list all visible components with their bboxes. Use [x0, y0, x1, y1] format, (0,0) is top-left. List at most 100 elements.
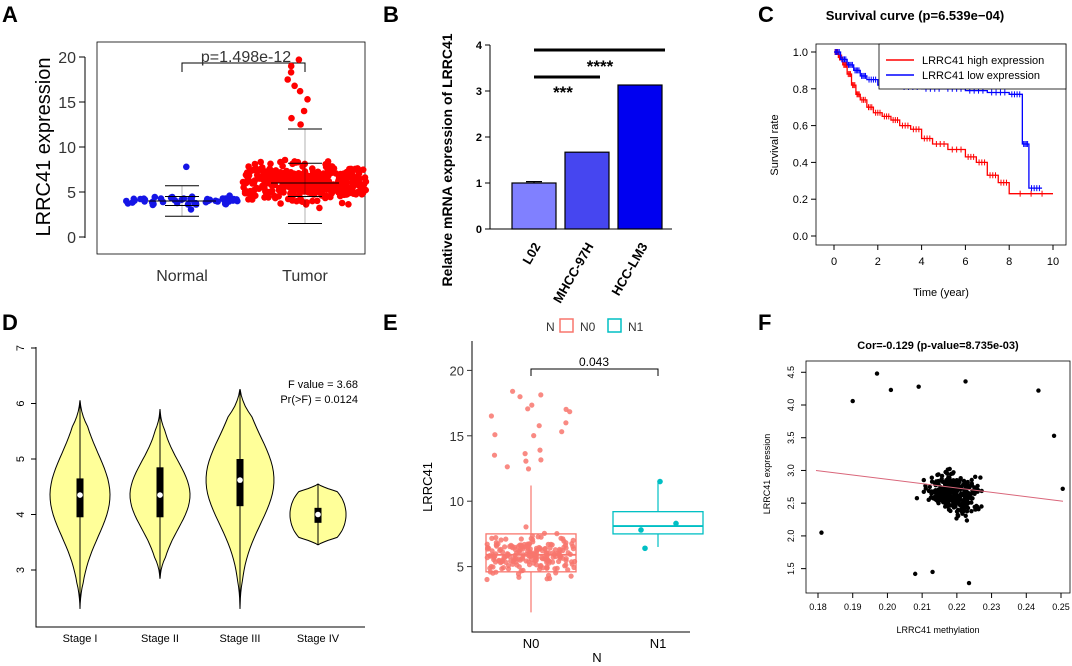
panel-c-legend [878, 43, 1067, 90]
panel-e-point-n0 [527, 549, 533, 555]
panel-a-point [307, 172, 314, 180]
panel-e-point-n0 [544, 565, 550, 571]
panel-a-point [281, 156, 289, 164]
panel-a-point [279, 162, 286, 170]
panel-f-point [939, 478, 944, 484]
panel-e-point-n0 [492, 559, 499, 565]
panel-label-d: D [2, 310, 18, 335]
panel-f-points [819, 371, 1065, 586]
panel-e-ticks: 5 10 15 20 [450, 363, 472, 575]
panel-a-point [343, 168, 351, 176]
panel-a-point [314, 187, 321, 195]
panel-e-point-n0 [503, 536, 509, 542]
panel-f-ylabel: LRRC41 expression [762, 434, 772, 515]
panel-d-ticks: 3 4 5 6 7 [15, 345, 36, 573]
panel-a-beeswarm: 0 5 10 15 20 LRRC41 expression Normal Tu… [33, 41, 370, 285]
panel-a-point [253, 171, 261, 179]
panel-e-point-n0 [505, 566, 512, 572]
panel-e-point-n0 [494, 543, 500, 549]
panel-a-point [277, 169, 284, 176]
panel-f-ytick: 2.0 [786, 530, 796, 543]
panel-f-point [953, 488, 958, 494]
panel-c-ylabel: Survival rate [769, 114, 781, 175]
panel-f-ytick: 4.5 [786, 366, 796, 379]
panel-c-xtick: 6 [962, 256, 968, 268]
panel-e-point-n0 [516, 574, 522, 580]
panel-b-sig-label-long: **** [587, 57, 614, 76]
panel-a-outlier [297, 121, 304, 128]
panel-a-point [184, 201, 192, 208]
panel-e-point-n0 [525, 406, 531, 412]
panel-a-point [345, 201, 352, 208]
panel-a-point [248, 196, 256, 203]
panel-f-ytick: 2.5 [786, 497, 796, 510]
panel-f-point [930, 569, 935, 575]
panel-e-point-n0 [484, 576, 490, 583]
panel-e-ylabel: LRRC41 [420, 462, 435, 512]
panel-e-point-n0 [542, 555, 548, 561]
panel-f-point [973, 474, 978, 479]
panel-f-xtick: 0.20 [879, 602, 897, 612]
panel-c-ytick: 0.8 [793, 84, 808, 96]
panel-e-point-n0 [522, 451, 528, 457]
panel-e-point-n0 [498, 546, 504, 553]
panel-e-point-n0 [571, 564, 577, 571]
panel-d-xtick: Stage II [141, 633, 179, 645]
panel-a-point [359, 183, 366, 190]
panel-a-point [321, 172, 329, 179]
panel-e-ytick: 5 [457, 560, 464, 575]
panel-a-point [362, 178, 370, 185]
panel-f-point [946, 507, 952, 512]
panel-d-fvalue: F value = 3.68 [288, 379, 358, 391]
panel-a-point [322, 192, 330, 199]
panel-e-point-n0 [502, 544, 508, 550]
panel-f-frame [805, 360, 1071, 594]
panel-b-bar-group [511, 84, 663, 230]
panel-a-point [219, 195, 227, 202]
panel-a-point [288, 181, 296, 188]
panel-a-point [325, 178, 333, 186]
panel-f-point [888, 387, 894, 393]
panel-e-point-n0 [538, 534, 544, 540]
panel-a-point [322, 161, 329, 168]
panel-e-point-n0 [545, 541, 551, 548]
panel-e-point-n0 [556, 558, 562, 565]
panel-f-point [935, 472, 940, 478]
panel-e-point-n0 [550, 554, 556, 560]
panel-f-point [1036, 388, 1041, 393]
panel-a-point [255, 185, 263, 192]
panel-b-bar [564, 151, 610, 230]
panel-f-scatter: Cor=-0.129 (p-value=8.735e-03) 0.18 0.19 0… [762, 340, 1071, 635]
panel-d-violin-median [237, 477, 243, 483]
panel-c-xlabel: Time (year) [913, 287, 969, 299]
panel-f-point [963, 513, 968, 518]
panel-e-point-n0 [559, 429, 565, 435]
panel-f-point [964, 518, 970, 523]
panel-d-xtick: Stage I [63, 633, 98, 645]
panel-b-errorbar [526, 181, 542, 183]
panel-a-point [271, 176, 279, 184]
panel-label-b: B [383, 2, 399, 27]
panel-f-point [936, 499, 941, 505]
panel-d-violin: 3 4 5 6 7 F value = 3.68 Pr(>F) = 0.0124 Sta… [15, 345, 365, 645]
panel-e-point-n0 [537, 447, 543, 453]
panel-a-bracket [181, 62, 306, 72]
panel-e-point-n0 [489, 548, 495, 554]
panel-e-point-n1 [642, 545, 648, 552]
panel-e-point-n0 [514, 562, 520, 568]
panel-a-point [300, 188, 308, 195]
panel-d-violin-median [77, 492, 83, 498]
panel-d-ytick: 7 [15, 345, 27, 351]
panel-e-point-n0 [570, 546, 577, 552]
panel-a-point [192, 199, 200, 207]
panel-b-ytick: 3 [476, 86, 482, 98]
panel-f-ytick: 3.5 [786, 431, 796, 444]
panel-e-point-n0 [523, 458, 529, 464]
panel-f-point [914, 496, 920, 501]
panel-d-prf: Pr(>F) = 0.0124 [280, 394, 358, 406]
panel-a-point [309, 197, 316, 205]
panel-e-point-n0 [546, 572, 552, 579]
panel-e-point-n0 [504, 464, 510, 470]
panel-f-point [921, 489, 926, 494]
panel-f-point [955, 512, 960, 517]
